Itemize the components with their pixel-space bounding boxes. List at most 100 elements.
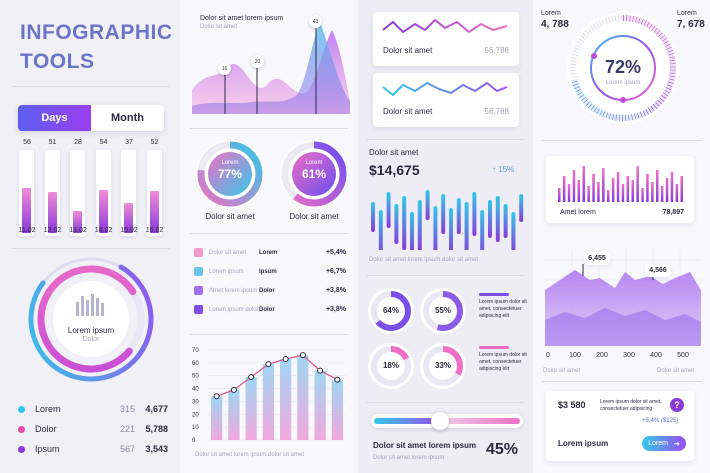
- row-label: Amet lorem ipsum: [209, 287, 258, 294]
- legend-row: Lorem 315 4,677: [18, 404, 168, 414]
- pill-bar: [378, 210, 383, 250]
- bar-value: 54: [99, 139, 108, 146]
- divider: [12, 86, 170, 87]
- card-bar: [621, 184, 625, 202]
- daily-bar: [146, 150, 162, 236]
- mini-donut: [420, 288, 466, 334]
- bar-card: Amet lorem 78,897: [546, 156, 694, 223]
- pill-bar: [425, 190, 430, 220]
- slider-fill: [374, 418, 440, 424]
- row-swatch: [194, 248, 203, 257]
- wave-card: Dolor sit amet 56,788: [373, 12, 519, 66]
- daily-bar-fill: [22, 188, 31, 233]
- summary-amount: $3 580: [558, 400, 586, 410]
- mini-donut-percent: 33%: [434, 361, 451, 370]
- wave-value: 56,788: [484, 107, 509, 116]
- daily-bar-fill: [98, 189, 108, 233]
- lorem-button[interactable]: Lorem ➜: [642, 436, 686, 451]
- slider-handle[interactable]: [430, 412, 449, 430]
- toggle-month-button[interactable]: Month: [111, 112, 144, 124]
- row-label: Lorem ipsum dolor: [209, 306, 259, 313]
- ring-gauge: [28, 256, 154, 382]
- slider-rest: [445, 418, 520, 424]
- donut-percent: 77%: [217, 167, 243, 181]
- donut-61: [280, 140, 348, 208]
- table-row: Lorem ipsum dolor Dolor +3,8%: [194, 305, 346, 314]
- wave-line: [382, 18, 508, 34]
- chart-point: [230, 386, 237, 393]
- price-caption: Dolor sit amet lorem ipsum dolor sit ame…: [369, 257, 479, 263]
- chart-line: [216, 354, 338, 397]
- price-change: ↑ 15%: [492, 165, 515, 174]
- y-tick-label: 30: [192, 399, 199, 405]
- mini-donut-arc: [423, 291, 463, 331]
- legend-label: Dolor: [35, 424, 57, 434]
- legend-count: 315: [119, 404, 135, 414]
- divider: [12, 248, 170, 249]
- gauge-percent: 72%: [604, 57, 642, 77]
- help-icon[interactable]: ?: [670, 398, 684, 412]
- row-category: Dolor: [259, 306, 275, 313]
- pill-bar: [410, 212, 414, 250]
- card-bar: [616, 172, 620, 202]
- bar-value: 56: [23, 139, 31, 146]
- pill-bar: [472, 192, 477, 236]
- card-bar: [572, 170, 576, 202]
- legend-dot: [18, 445, 25, 453]
- divider: [542, 381, 702, 382]
- bar-card-value: 78,897: [662, 209, 684, 216]
- divider: [366, 402, 524, 403]
- row-category: Lorem: [259, 249, 278, 256]
- divider: [190, 233, 348, 234]
- bar-date: 11.02: [18, 227, 36, 234]
- pill-bar: [480, 210, 485, 250]
- gauge-left-value: 4, 788: [541, 19, 569, 30]
- legend-dot: [18, 405, 25, 413]
- bar-date: 16.02: [145, 227, 164, 234]
- donut-caption: Dolor sit amet: [289, 212, 339, 221]
- wave-label: Dolor sit amet: [383, 46, 433, 55]
- row-category: Dolor: [259, 287, 275, 294]
- wave-value: 56,788: [484, 46, 509, 55]
- row-change: +3,8%: [325, 306, 346, 313]
- bar-value: 51: [48, 139, 57, 146]
- summary-label: Lorem ipsum: [558, 439, 609, 448]
- mini-donut: [420, 343, 466, 389]
- pill-bar: [511, 212, 516, 250]
- pill-bar-chart: [371, 190, 524, 250]
- row-swatch: [194, 267, 203, 276]
- divider: [190, 128, 348, 129]
- card-bar: [641, 188, 644, 202]
- card-bar: [611, 178, 615, 202]
- donut-77: [196, 140, 264, 208]
- slider-title: Dolor sit amet lorem ipsum: [373, 441, 477, 450]
- bar-value: 28: [74, 139, 82, 146]
- pill-bar: [402, 196, 407, 250]
- slider-caption: Dolor sit amet lorem ipsum: [373, 455, 445, 461]
- chart-point: [317, 367, 324, 374]
- toggle-days-button[interactable]: Days: [18, 105, 91, 131]
- card-bar: [651, 182, 654, 202]
- wave-card: Dolor sit amet 56,788: [373, 73, 519, 127]
- slider-track[interactable]: [371, 412, 523, 430]
- daily-bar: [95, 150, 111, 236]
- period-toggle[interactable]: Days Month: [18, 105, 164, 131]
- row-category: Ipsum: [259, 268, 277, 275]
- gauge-right-value: 7, 678: [677, 19, 705, 30]
- chart-bar: [262, 364, 274, 440]
- card-bar: [646, 174, 649, 202]
- ring-gauge-sub: Dolor: [82, 336, 100, 343]
- donut-percent: 61%: [301, 167, 327, 181]
- table-row: Amet lorem ipsum Dolor +3,8%: [194, 286, 346, 295]
- ring-gauge-label: Lorem ipsum: [67, 326, 115, 335]
- bar-date: 12.02: [43, 227, 62, 234]
- y-tick-label: 20: [192, 412, 199, 418]
- daily-bar: [19, 150, 34, 236]
- card-bar: [631, 180, 634, 202]
- y-tick-label: 10: [192, 425, 199, 431]
- slider-percent: 45%: [486, 441, 519, 458]
- mini-donut-arc: [371, 346, 411, 386]
- pill-bar: [417, 200, 422, 250]
- chart-bar: [280, 359, 292, 440]
- y-tick-label: 70: [192, 348, 199, 354]
